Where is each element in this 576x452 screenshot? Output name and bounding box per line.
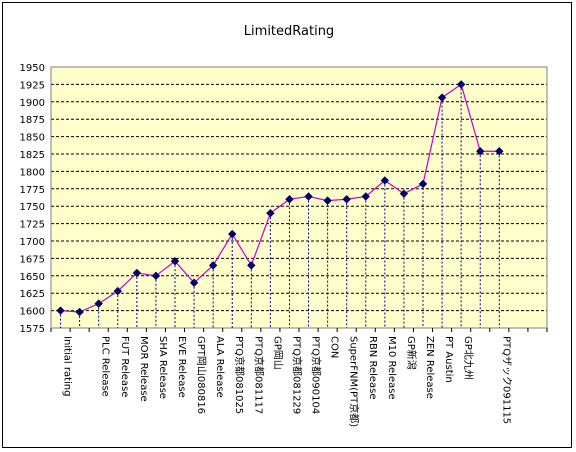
chart-svg: LimitedRating 1575 1600 1625 1650 1675 1700 17…: [20, 24, 548, 427]
y-tick-label: 1700: [20, 237, 45, 248]
x-tick-label: GP岡山: [271, 336, 283, 370]
data-point: [285, 195, 294, 204]
data-point: [113, 286, 122, 296]
data-point: [476, 147, 485, 156]
data-point: [361, 192, 370, 201]
y-tick-label: 1725: [20, 220, 45, 231]
x-tick-label: PTQ京都090104: [310, 336, 323, 414]
x-tick-label: PLC Release: [100, 336, 111, 397]
y-tick-label: 1625: [20, 289, 45, 300]
series-line: [60, 83, 500, 313]
data-point: [75, 307, 84, 317]
data-point: [399, 189, 409, 198]
y-tick-label: 1950: [20, 63, 45, 74]
data-point: [94, 299, 103, 308]
x-tick-label: SHA Release: [157, 336, 168, 399]
data-point: [170, 256, 180, 266]
data-point: [266, 208, 275, 218]
x-tick-label: EVE Release: [176, 336, 187, 398]
x-tick-label: GP北九州: [462, 336, 474, 380]
data-point: [323, 196, 332, 205]
y-tick-label: 1775: [20, 185, 45, 196]
data-point: [418, 179, 428, 189]
x-tick-label: GP新潟: [405, 336, 418, 370]
y-tick-label: 1825: [20, 150, 45, 161]
y-tick-label: 1575: [20, 324, 45, 335]
x-tick-label: ZEN Release: [424, 336, 435, 399]
x-tick-label: PT Austin: [443, 336, 454, 383]
x-tick-label: M10 Release: [386, 336, 397, 400]
data-point: [151, 271, 161, 281]
x-tick-label: Initial rating: [62, 336, 73, 396]
chart-frame: LimitedRating 1575 1600 1625 1650 1675 1700 17…: [2, 2, 572, 448]
x-tick-label: ALA Release: [214, 336, 225, 398]
chart-title: LimitedRating: [244, 24, 334, 39]
y-tick-label: 1850: [20, 133, 45, 144]
x-tick-label: PTQ京都081117: [252, 336, 265, 414]
y-tick-label: 1925: [20, 80, 45, 91]
data-point: [437, 93, 447, 102]
x-tick-label: PTQ京都081229: [290, 336, 303, 414]
data-point: [228, 229, 237, 239]
data-point: [208, 261, 218, 270]
data-point: [495, 147, 504, 156]
y-tick-label: 1875: [20, 115, 45, 126]
x-tick-label: PTQザック091115: [500, 336, 512, 424]
x-tick-label: SuperFNM(PT京都): [348, 336, 361, 427]
data-point: [132, 268, 142, 278]
y-tick-label: 1900: [20, 98, 45, 109]
data-point: [380, 176, 390, 185]
y-tick-label: 1600: [20, 307, 45, 318]
x-tick-label: PTQ京都081025: [233, 336, 246, 414]
data-point: [189, 278, 199, 287]
y-tick-label: 1750: [20, 202, 45, 213]
x-tick-label: FUT Release: [119, 336, 130, 397]
data-point: [56, 306, 65, 315]
y-tick-label: 1650: [20, 272, 45, 283]
data-point: [247, 261, 256, 270]
y-tick-label: 1675: [20, 254, 45, 265]
x-tick-label: GPT岡山080816: [195, 336, 207, 414]
x-tick-label: MOR Release: [138, 336, 149, 402]
x-tick-label: RBN Release: [367, 336, 378, 400]
y-tick-label: 1800: [20, 167, 45, 178]
x-tick-label: CON: [329, 336, 340, 358]
data-point: [304, 192, 313, 201]
data-point: [456, 80, 466, 89]
data-point: [342, 195, 351, 204]
